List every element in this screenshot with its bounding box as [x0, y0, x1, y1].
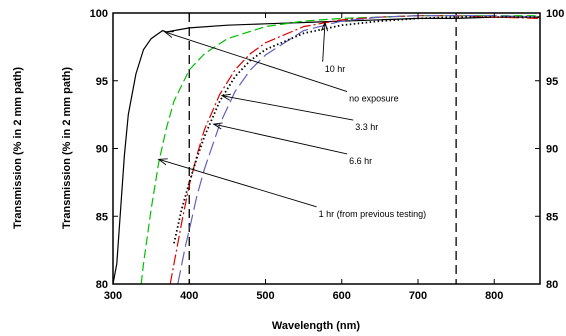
series-line-3-3-hr — [169, 15, 541, 285]
annotation-arrowhead — [220, 93, 231, 101]
annotation-arrow — [158, 158, 317, 208]
annotation-arrow — [221, 95, 354, 121]
annotation-arrowhead — [163, 31, 174, 38]
annotation-arrow — [322, 22, 326, 62]
annotation-arrow — [213, 123, 348, 155]
annotation-arrowhead — [212, 122, 223, 130]
y-tick-label-right: 95 — [546, 76, 558, 88]
x-tick-label: 700 — [409, 290, 427, 302]
annotation: 3.3 hr — [220, 93, 378, 132]
annotation: no exposure — [163, 31, 399, 104]
annotation-arrowhead — [320, 21, 328, 32]
annotation-label: 10 hr — [325, 64, 346, 74]
annotation-label: 1 hr (from previous testing) — [319, 209, 427, 219]
x-tick-label: 400 — [180, 290, 198, 302]
x-tick-label: 500 — [256, 290, 274, 302]
y-tick-label-left: 80 — [96, 279, 108, 291]
y-tick-label-right: 80 — [546, 279, 558, 291]
annotation: 6.6 hr — [212, 122, 372, 166]
y-axis-label-outer: Transmission (% in 2 mm path) — [12, 67, 24, 229]
annotation: 10 hr — [320, 21, 346, 74]
y-axis-label-inner: Transmission (% in 2 mm path) — [61, 67, 73, 229]
annotation-arrowhead — [157, 158, 168, 166]
annotation-label: no exposure — [349, 94, 399, 104]
y-tick-label-left: 100 — [90, 8, 108, 20]
y-tick-label-right: 90 — [546, 144, 558, 156]
annotation-label: 6.6 hr — [349, 156, 372, 166]
y-tick-label-left: 90 — [96, 144, 108, 156]
x-axis-label: Wavelength (nm) — [272, 320, 361, 332]
x-tick-label: 600 — [333, 290, 351, 302]
annotation: 1 hr (from previous testing) — [157, 158, 427, 219]
y-tick-label-left: 95 — [96, 76, 108, 88]
y-tick-label-right: 100 — [546, 8, 564, 20]
y-tick-label-right: 85 — [546, 211, 558, 223]
x-tick-label: 300 — [104, 290, 122, 302]
y-tick-label-left: 85 — [96, 211, 108, 223]
annotation-label: 3.3 hr — [355, 122, 378, 132]
x-tick-label: 800 — [485, 290, 503, 302]
annotation-arrow — [164, 31, 348, 93]
